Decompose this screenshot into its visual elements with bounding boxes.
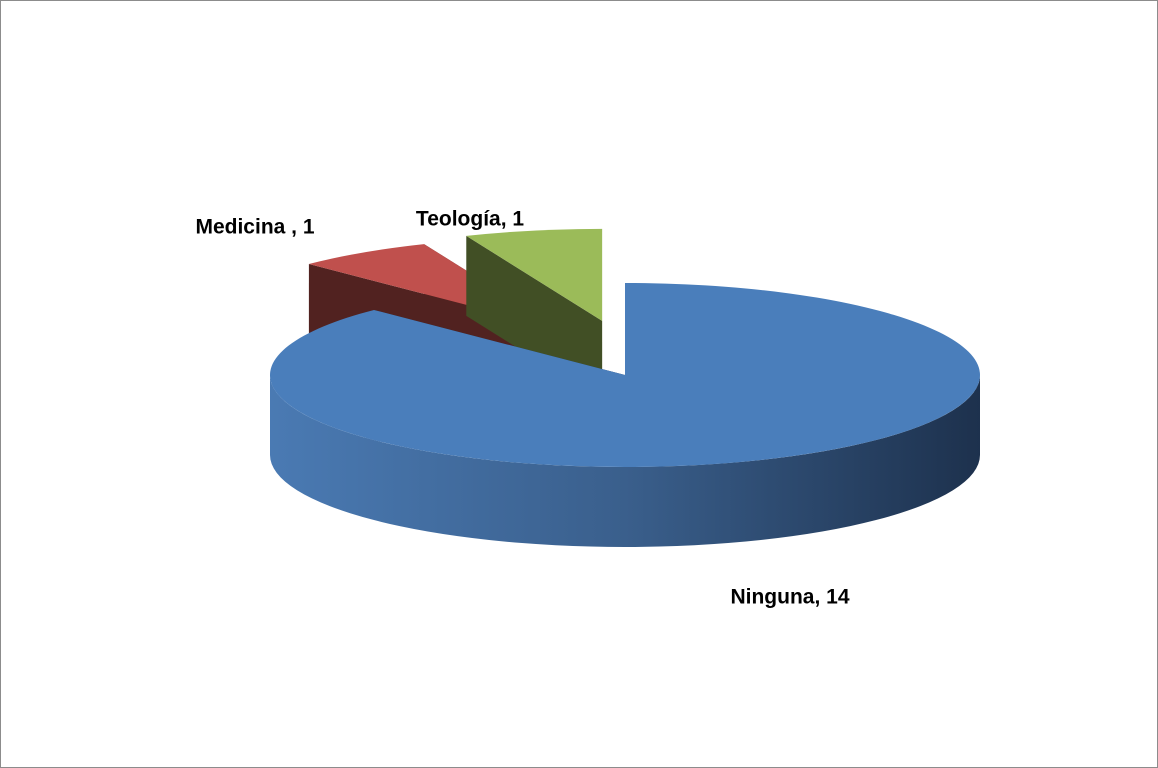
data-label: Medicina , 1 <box>195 216 314 239</box>
slice <box>466 228 603 321</box>
pie <box>269 228 980 547</box>
data-label: Ninguna, 14 <box>730 586 849 609</box>
slice-side <box>270 375 980 547</box>
data-label: Teología, 1 <box>416 208 524 231</box>
slice <box>269 283 980 467</box>
slice-wall <box>466 235 603 401</box>
labels: Ninguna, 14 Medicina , 1 Teología, 1 <box>195 208 849 609</box>
